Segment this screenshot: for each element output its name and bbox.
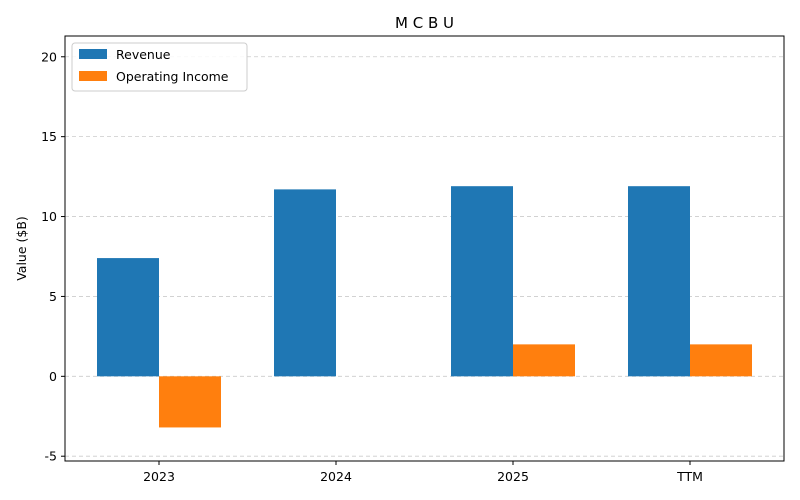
chart-title: M C B U: [395, 14, 454, 32]
x-tick-label: 2023: [143, 469, 175, 484]
legend-box: [71, 42, 248, 92]
x-tick-label: TTM: [676, 469, 703, 484]
legend: Revenue Operating Income: [71, 42, 248, 92]
legend-swatch: [79, 71, 107, 81]
y-axis-label: Value ($B): [14, 216, 29, 281]
x-tick-label: 2025: [497, 469, 529, 484]
plot-area-frame: [64, 35, 785, 462]
x-axis: 2023 2024 2025 TTM: [143, 461, 703, 484]
bar-operating-income-ttm: [690, 344, 752, 377]
y-tick-label: -5: [45, 449, 57, 464]
legend-label: Revenue: [116, 47, 171, 62]
y-tick-label: 10: [41, 209, 57, 224]
bar-operating-income-2023: [159, 376, 221, 428]
y-tick-label: 0: [49, 369, 57, 384]
y-tick-label: 15: [41, 129, 57, 144]
bar-revenue-ttm: [628, 186, 690, 377]
bars: [97, 186, 752, 428]
x-tick-label: 2024: [320, 469, 352, 484]
bar-revenue-2025: [451, 186, 513, 377]
y-axis: -5 0 5 10 15 20: [41, 49, 65, 464]
y-tick-label: 5: [49, 289, 57, 304]
legend-label: Operating Income: [116, 69, 229, 84]
y-tick-label: 20: [41, 49, 57, 64]
bar-revenue-2023: [97, 258, 159, 377]
bar-revenue-2024: [274, 189, 336, 377]
bar-operating-income-2025: [513, 344, 575, 377]
legend-swatch: [79, 49, 107, 59]
